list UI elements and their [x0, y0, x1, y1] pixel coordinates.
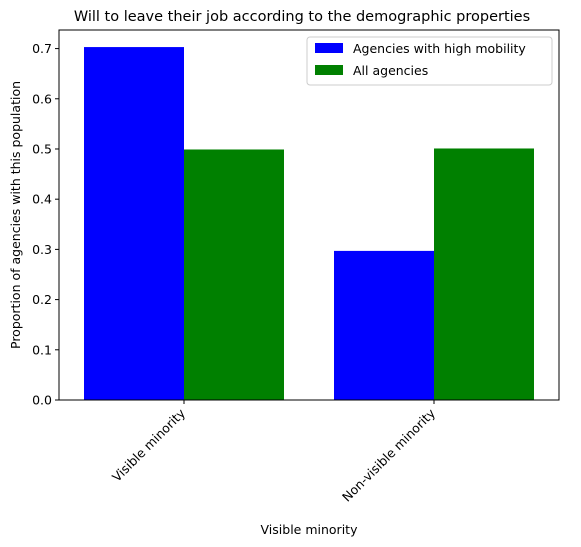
legend: Agencies with high mobility All agencies [306, 36, 553, 86]
y-tick-label: 0.4 [32, 192, 52, 207]
y-tick-label: 0.3 [32, 242, 52, 257]
y-axis: 0.0 0.1 0.2 0.3 0.4 0.5 0.6 0.7 [32, 41, 59, 408]
legend-swatch-0 [315, 43, 343, 53]
y-axis-label: Proportion of agencies with this populat… [8, 81, 23, 349]
chart-title: Will to leave their job according to the… [74, 9, 530, 25]
x-axis-label: Visible minority [261, 522, 359, 537]
x-tick-label: Visible minority [109, 405, 189, 485]
legend-swatch-1 [315, 65, 343, 75]
legend-label-0: Agencies with high mobility [353, 41, 526, 56]
bar-high-mobility-0 [84, 47, 184, 400]
y-tick-label: 0.2 [32, 292, 52, 307]
legend-label-1: All agencies [353, 63, 428, 78]
bars-group [84, 47, 534, 400]
y-tick-label: 0.6 [32, 91, 52, 106]
bar-all-agencies-1 [434, 148, 534, 400]
x-axis: Visible minority Non-visible minority [109, 400, 439, 505]
y-tick-label: 0.1 [32, 342, 52, 357]
y-tick-label: 0.0 [32, 393, 52, 408]
y-tick-label: 0.5 [32, 141, 52, 156]
legend-box [306, 36, 553, 86]
bar-all-agencies-0 [184, 149, 284, 400]
bar-high-mobility-1 [334, 250, 434, 400]
x-tick-label: Non-visible minority [339, 405, 439, 505]
plot-frame [58, 29, 560, 401]
y-tick-label: 0.7 [32, 41, 52, 56]
